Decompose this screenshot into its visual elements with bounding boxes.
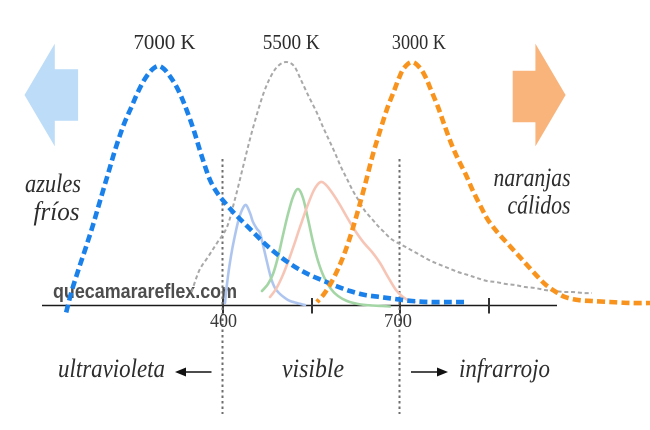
svg-text:3000 K: 3000 K [392,30,446,54]
svg-text:7000 K: 7000 K [134,30,196,54]
svg-text:naranjas: naranjas [494,163,571,192]
svg-text:infrarrojo: infrarrojo [459,354,550,383]
svg-text:400: 400 [210,310,237,332]
svg-text:visible: visible [282,354,344,383]
svg-text:5500 K: 5500 K [263,30,320,54]
svg-text:azules: azules [25,169,81,198]
svg-text:fríos: fríos [34,197,80,226]
svg-text:quecamarareflex.com: quecamarareflex.com [53,281,237,303]
svg-text:700: 700 [384,310,412,332]
svg-text:cálidos: cálidos [508,191,571,220]
svg-text:ultravioleta: ultravioleta [58,354,165,383]
